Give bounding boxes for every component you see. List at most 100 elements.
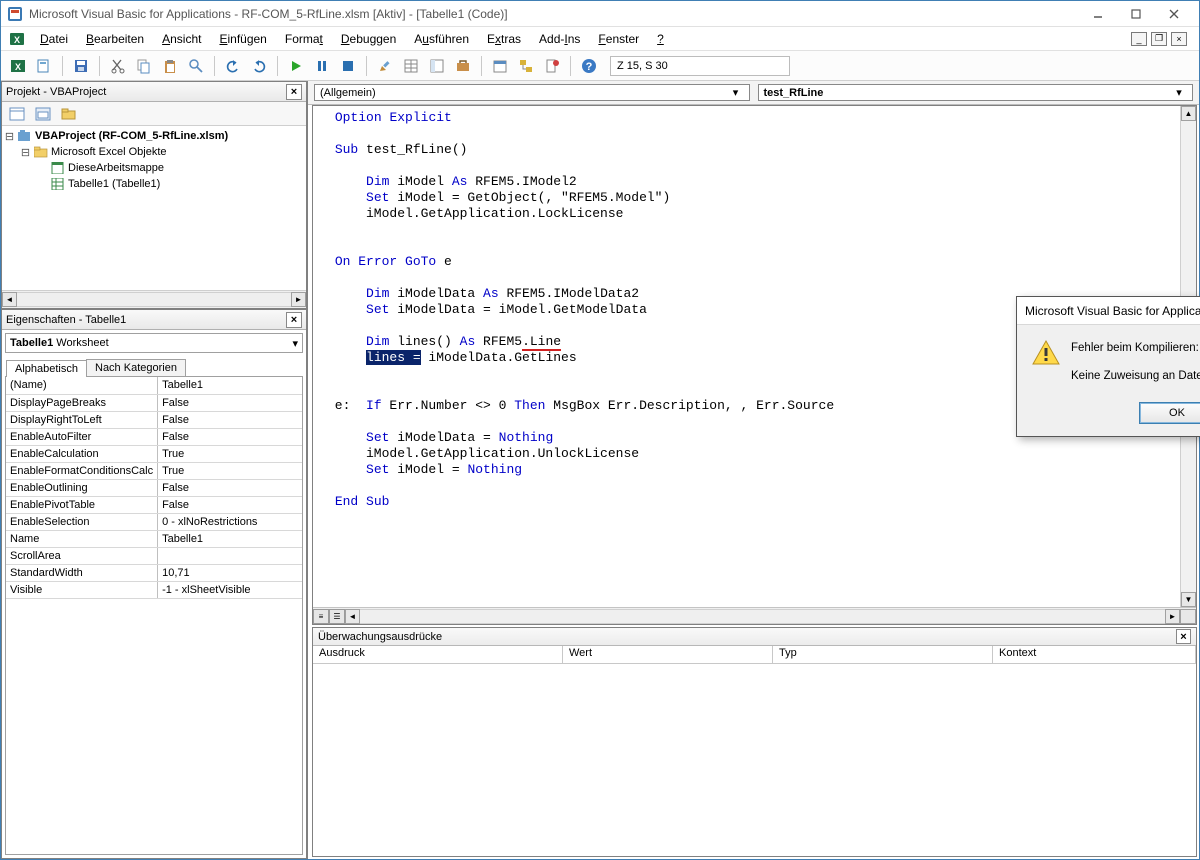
- tab-order-button[interactable]: [515, 55, 537, 77]
- tree-item-workbook[interactable]: DieseArbeitsmappe: [68, 162, 164, 174]
- property-name: EnableAutoFilter: [6, 428, 158, 445]
- reset-button[interactable]: [337, 55, 359, 77]
- menu-extras[interactable]: Extras: [478, 29, 530, 49]
- property-value[interactable]: False: [158, 479, 302, 496]
- property-row[interactable]: NameTabelle1: [6, 530, 302, 547]
- menu-bearbeiten[interactable]: Bearbeiten: [77, 29, 153, 49]
- tab-categorized[interactable]: Nach Kategorien: [86, 359, 186, 376]
- menu-ausfuehren[interactable]: Ausführen: [405, 29, 478, 49]
- watch-col-context[interactable]: Kontext: [993, 646, 1196, 663]
- full-module-view-button[interactable]: ☰: [329, 609, 345, 624]
- property-value[interactable]: [158, 547, 302, 564]
- scroll-left-button[interactable]: ◄: [2, 292, 17, 307]
- run-button[interactable]: [285, 55, 307, 77]
- property-value[interactable]: False: [158, 428, 302, 445]
- mdi-close-button[interactable]: ×: [1171, 32, 1187, 46]
- view-excel-button[interactable]: X: [7, 55, 29, 77]
- property-row[interactable]: EnablePivotTableFalse: [6, 496, 302, 513]
- property-row[interactable]: DisplayPageBreaksFalse: [6, 394, 302, 411]
- property-row[interactable]: DisplayRightToLeftFalse: [6, 411, 302, 428]
- properties-pane: Eigenschaften - Tabelle1 × Tabelle1 Work…: [1, 309, 307, 859]
- redo-button[interactable]: [248, 55, 270, 77]
- property-name: EnableOutlining: [6, 479, 158, 496]
- menu-debuggen[interactable]: Debuggen: [332, 29, 405, 49]
- property-row[interactable]: EnableFormatConditionsCalcTrue: [6, 462, 302, 479]
- project-pane-close-button[interactable]: ×: [286, 84, 302, 100]
- property-row[interactable]: EnableAutoFilterFalse: [6, 428, 302, 445]
- save-button[interactable]: [70, 55, 92, 77]
- project-folder[interactable]: Microsoft Excel Objekte: [51, 146, 167, 158]
- procedure-view-button[interactable]: ≡: [313, 609, 329, 624]
- scroll-right-button[interactable]: ►: [291, 292, 306, 307]
- minimize-button[interactable]: [1079, 3, 1117, 25]
- object-browser-button[interactable]: [426, 55, 448, 77]
- mdi-minimize-button[interactable]: _: [1131, 32, 1147, 46]
- watch-header[interactable]: Ausdruck Wert Typ Kontext: [313, 646, 1196, 664]
- watch-list[interactable]: [313, 664, 1196, 856]
- property-row[interactable]: Visible-1 - xlSheetVisible: [6, 581, 302, 598]
- procedure-combo[interactable]: test_RfLine ▾: [758, 84, 1194, 101]
- find-button[interactable]: [185, 55, 207, 77]
- menu-addins[interactable]: Add-Ins: [530, 29, 589, 49]
- paste-button[interactable]: [159, 55, 181, 77]
- property-value[interactable]: 10,71: [158, 564, 302, 581]
- view-object-button[interactable]: [32, 103, 54, 125]
- menu-format[interactable]: Format: [276, 29, 332, 49]
- property-row[interactable]: (Name)Tabelle1: [6, 377, 302, 394]
- property-value[interactable]: -1 - xlSheetVisible: [158, 581, 302, 598]
- property-row[interactable]: ScrollArea: [6, 547, 302, 564]
- bookmarks-button[interactable]: [541, 55, 563, 77]
- property-name: EnableFormatConditionsCalc: [6, 462, 158, 479]
- mdi-restore-button[interactable]: ❐: [1151, 32, 1167, 46]
- design-mode-button[interactable]: [374, 55, 396, 77]
- scroll-track[interactable]: [17, 292, 291, 307]
- watch-col-value[interactable]: Wert: [563, 646, 773, 663]
- property-row[interactable]: EnableCalculationTrue: [6, 445, 302, 462]
- property-value[interactable]: False: [158, 394, 302, 411]
- property-value[interactable]: Tabelle1: [158, 530, 302, 547]
- watch-col-type[interactable]: Typ: [773, 646, 993, 663]
- view-code-button[interactable]: [6, 103, 28, 125]
- property-name: StandardWidth: [6, 564, 158, 581]
- watch-pane-close-button[interactable]: ×: [1176, 629, 1191, 644]
- property-row[interactable]: StandardWidth10,71: [6, 564, 302, 581]
- watch-col-expression[interactable]: Ausdruck: [313, 646, 563, 663]
- property-value[interactable]: True: [158, 445, 302, 462]
- properties-pane-close-button[interactable]: ×: [286, 312, 302, 328]
- close-button[interactable]: [1155, 3, 1193, 25]
- project-root[interactable]: VBAProject (RF-COM_5-RfLine.xlsm): [35, 130, 228, 142]
- property-value[interactable]: False: [158, 496, 302, 513]
- break-button[interactable]: [311, 55, 333, 77]
- menu-datei[interactable]: Datei: [31, 29, 77, 49]
- tree-item-sheet[interactable]: Tabelle1 (Tabelle1): [68, 178, 160, 190]
- tab-alphabetical[interactable]: Alphabetisch: [6, 360, 87, 377]
- cut-button[interactable]: [107, 55, 129, 77]
- insert-module-button[interactable]: [33, 55, 55, 77]
- menu-einfuegen[interactable]: Einfügen: [210, 29, 275, 49]
- toggle-folders-button[interactable]: [58, 103, 80, 125]
- help-button[interactable]: ?: [578, 55, 600, 77]
- toolbox-button[interactable]: [452, 55, 474, 77]
- maximize-button[interactable]: [1117, 3, 1155, 25]
- property-value[interactable]: 0 - xlNoRestrictions: [158, 513, 302, 530]
- copy-button[interactable]: [133, 55, 155, 77]
- property-value[interactable]: False: [158, 411, 302, 428]
- property-row[interactable]: EnableSelection0 - xlNoRestrictions: [6, 513, 302, 530]
- menu-help[interactable]: ?: [648, 29, 673, 49]
- properties-button[interactable]: [400, 55, 422, 77]
- project-explorer-button[interactable]: [489, 55, 511, 77]
- ok-button[interactable]: OK: [1139, 402, 1200, 424]
- property-value[interactable]: True: [158, 462, 302, 479]
- menu-ansicht[interactable]: Ansicht: [153, 29, 210, 49]
- object-combo[interactable]: (Allgemein) ▾: [314, 84, 750, 101]
- menu-fenster[interactable]: Fenster: [589, 29, 648, 49]
- svg-text:?: ?: [586, 61, 593, 73]
- undo-button[interactable]: [222, 55, 244, 77]
- project-tree[interactable]: ⊟ VBAProject (RF-COM_5-RfLine.xlsm) ⊟ Mi…: [2, 126, 306, 290]
- property-row[interactable]: EnableOutliningFalse: [6, 479, 302, 496]
- horizontal-scrollbar[interactable]: ≡ ☰ ◄►: [313, 607, 1196, 624]
- properties-grid[interactable]: (Name)Tabelle1DisplayPageBreaksFalseDisp…: [5, 376, 303, 855]
- properties-object-selector[interactable]: Tabelle1 Worksheet ▾: [5, 333, 303, 353]
- window-title: Microsoft Visual Basic for Applications …: [29, 7, 1079, 21]
- property-value[interactable]: Tabelle1: [158, 377, 302, 394]
